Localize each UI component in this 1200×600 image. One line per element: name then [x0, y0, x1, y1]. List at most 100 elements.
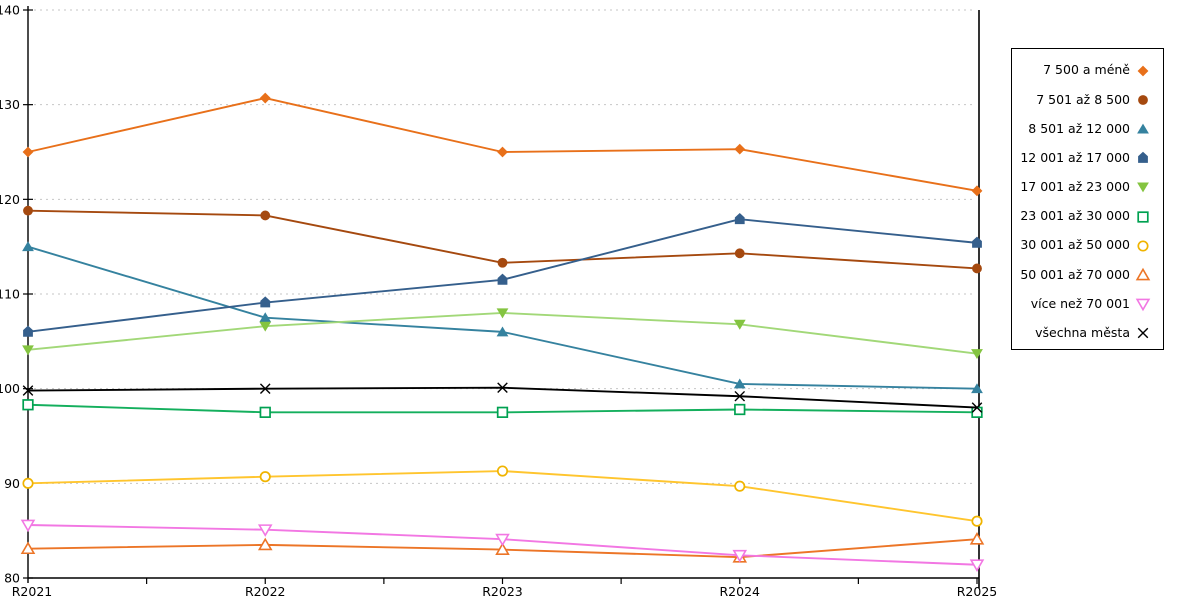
series-line-1 [27, 97, 978, 192]
y-tick-label: 100 [0, 381, 20, 396]
triangle-down-open-marker [1135, 298, 1151, 312]
triangle-down-marker [496, 308, 509, 319]
legend-item-7: 30 001 až 50 000 [1016, 231, 1151, 260]
legend-label: 50 001 až 70 000 [1020, 266, 1130, 282]
x-tick-label: R2021 [12, 584, 53, 599]
triangle-up-marker [971, 383, 983, 394]
square-open-icon [1137, 210, 1149, 223]
x-cross-marker [22, 385, 34, 396]
square-open-marker [496, 406, 509, 418]
triangle-up-marker [496, 326, 509, 337]
triangle-up-marker [733, 378, 746, 389]
circle-open-marker [971, 515, 983, 527]
pentagon-marker [734, 213, 745, 225]
series-line-7 [27, 470, 978, 523]
legend-item-2: 7 501 až 8 500 [1016, 85, 1151, 114]
x-tick-label: R2024 [720, 584, 761, 599]
diamond-marker [22, 146, 34, 158]
circle-open-marker [259, 471, 271, 483]
triangle-down-open-marker [495, 533, 510, 547]
square-open-marker [22, 399, 34, 411]
triangle-down-marker [733, 319, 746, 330]
circle-open-marker [1137, 240, 1149, 252]
pentagon-marker [260, 296, 271, 308]
circle-marker [260, 210, 271, 221]
pentagon-marker [972, 236, 982, 248]
triangle-up-marker [259, 312, 272, 323]
circle-marker [972, 263, 982, 274]
x-cross-icon [1137, 327, 1149, 339]
y-tick-label: 80 [4, 571, 20, 586]
legend-label: všechna města [1035, 325, 1130, 341]
square-open-marker [1137, 210, 1149, 223]
triangle-down-open-marker [257, 524, 273, 537]
circle-marker [497, 257, 508, 268]
triangle-up-marker [1137, 123, 1149, 134]
legend-item-6: 23 001 až 30 000 [1016, 202, 1151, 231]
square-open-marker [734, 403, 746, 416]
y-tick-label: 130 [0, 97, 20, 112]
legend-label: 12 001 až 17 000 [1020, 149, 1130, 165]
circle-marker [734, 248, 745, 259]
y-tick-label: 110 [0, 287, 20, 302]
legend-label: 7 501 až 8 500 [1036, 91, 1130, 107]
legend-item-1: 7 500 a méně [1016, 56, 1151, 85]
y-tick-label: 140 [0, 3, 20, 18]
x-tick-label: R2022 [245, 584, 286, 599]
pentagon-marker [1138, 151, 1148, 164]
triangle-up-open-marker [969, 531, 985, 545]
x-cross-marker [734, 390, 746, 402]
legend-label: 30 001 až 50 000 [1020, 237, 1130, 253]
y-tick-label: 90 [4, 476, 20, 491]
y-tick-label: 120 [0, 192, 20, 207]
diamond-marker [734, 143, 746, 155]
legend: 7 500 a méně 7 501 až 8 500 8 501 až 12 00… [1011, 48, 1164, 350]
x-cross-marker [497, 382, 508, 394]
diamond-marker [1137, 65, 1149, 76]
pentagon-marker [497, 273, 508, 285]
circle-open-marker [496, 465, 509, 477]
circle-marker [1138, 94, 1148, 105]
diamond-icon [1137, 65, 1149, 76]
square-open-marker [971, 406, 983, 418]
diamond-marker [259, 92, 271, 104]
legend-item-3: 8 501 až 12 000 [1016, 114, 1151, 143]
triangle-down-open-marker [732, 549, 748, 563]
legend-label: 7 500 a méně [1043, 62, 1130, 78]
triangle-up-open-marker [495, 542, 510, 556]
pentagon-marker [23, 325, 33, 337]
legend-item-9: více než 70 001 [1016, 290, 1151, 319]
legend-label: 23 001 až 30 000 [1020, 208, 1130, 224]
legend-item-8: 50 001 až 70 000 [1016, 260, 1151, 289]
legend-label: 17 001 až 23 000 [1020, 179, 1130, 195]
circle-open-marker [22, 477, 34, 489]
diamond-marker [971, 185, 983, 197]
triangle-down-marker [22, 345, 34, 356]
legend-label: více než 70 001 [1030, 295, 1130, 311]
triangle-down-open-icon [1135, 298, 1151, 312]
x-cross-marker [259, 383, 271, 394]
legend-label: 8 501 až 12 000 [1028, 120, 1130, 136]
legend-item-10: všechna města [1016, 319, 1151, 348]
triangle-up-open-marker [257, 537, 273, 551]
triangle-down-icon [1137, 182, 1149, 193]
circle-open-icon [1137, 240, 1149, 252]
triangle-down-open-marker [969, 559, 985, 572]
triangle-up-open-marker [1135, 267, 1151, 281]
series-line-10 [27, 386, 978, 409]
triangle-up-icon [1137, 123, 1149, 134]
triangle-down-marker [259, 321, 272, 332]
x-tick-label: R2023 [482, 584, 523, 599]
diamond-marker [497, 146, 508, 158]
legend-item-4: 12 001 až 17 000 [1016, 144, 1151, 173]
circle-open-marker [734, 480, 746, 492]
x-cross-marker [1137, 327, 1149, 339]
x-tick-label: R2025 [957, 584, 998, 599]
triangle-up-open-icon [1135, 267, 1151, 281]
pentagon-icon [1138, 151, 1148, 164]
legend-item-5: 17 001 až 23 000 [1016, 173, 1151, 202]
triangle-down-open-marker [20, 519, 36, 533]
triangle-up-open-marker [20, 541, 36, 555]
